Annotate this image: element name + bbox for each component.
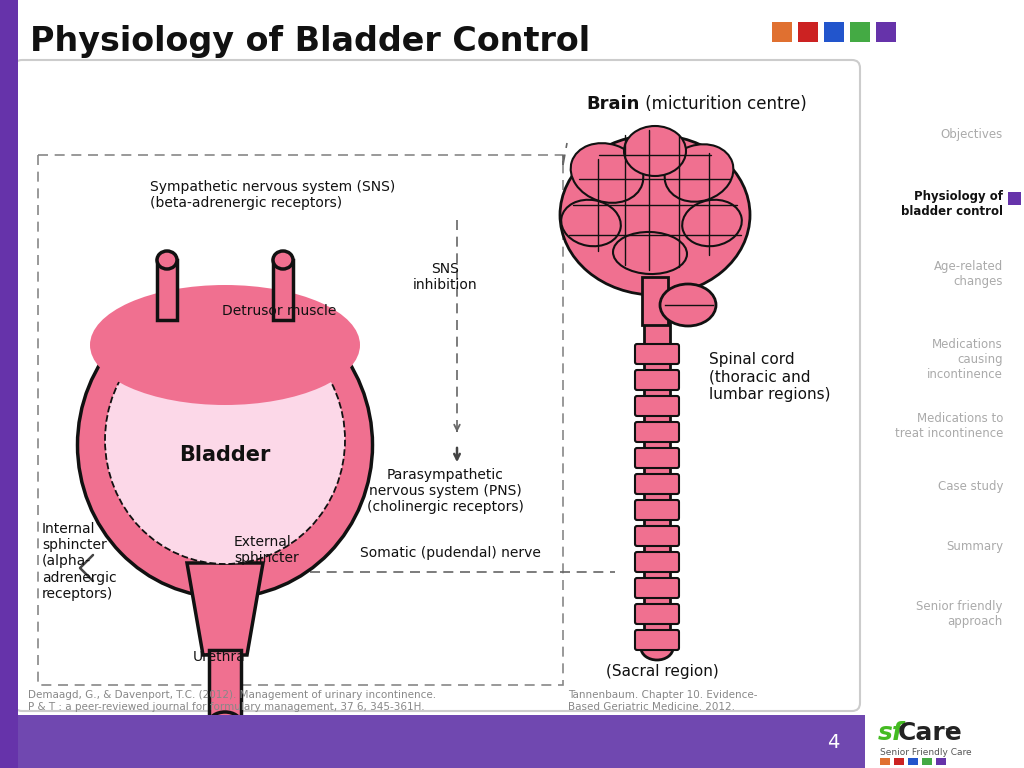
- Bar: [642, 277, 668, 325]
- Text: Summary: Summary: [946, 540, 1002, 553]
- Text: ™: ™: [944, 726, 953, 736]
- FancyBboxPatch shape: [635, 604, 679, 624]
- Text: Internal
sphincter
(alpha-
adrenergic
receptors): Internal sphincter (alpha- adrenergic re…: [42, 522, 117, 601]
- FancyBboxPatch shape: [635, 578, 679, 598]
- FancyBboxPatch shape: [635, 474, 679, 494]
- Bar: [894, 758, 904, 765]
- Ellipse shape: [105, 316, 345, 564]
- Ellipse shape: [665, 144, 733, 202]
- FancyBboxPatch shape: [635, 422, 679, 442]
- Text: Demaagd, G., & Davenport, T.C. (2012). Management of urinary incontinence.
P & T: Demaagd, G., & Davenport, T.C. (2012). M…: [28, 690, 436, 712]
- Ellipse shape: [157, 251, 177, 269]
- Text: Medications
causing
incontinence: Medications causing incontinence: [927, 338, 1002, 381]
- Text: Somatic (pudendal) nerve: Somatic (pudendal) nerve: [360, 546, 541, 560]
- Bar: [876, 22, 896, 42]
- Ellipse shape: [561, 200, 621, 247]
- Ellipse shape: [78, 293, 373, 598]
- Ellipse shape: [90, 285, 360, 405]
- FancyBboxPatch shape: [635, 448, 679, 468]
- Bar: [157, 260, 177, 320]
- Text: Tannenbaum. Chapter 10. Evidence-
Based Geriatric Medicine. 2012.: Tannenbaum. Chapter 10. Evidence- Based …: [568, 690, 758, 712]
- Bar: [922, 758, 932, 765]
- FancyBboxPatch shape: [635, 500, 679, 520]
- Bar: [273, 260, 293, 320]
- Text: Urethra: Urethra: [193, 650, 246, 664]
- Text: (micturition centre): (micturition centre): [640, 95, 807, 113]
- Bar: [865, 715, 1024, 768]
- FancyBboxPatch shape: [635, 526, 679, 546]
- Ellipse shape: [209, 712, 241, 734]
- Text: sf: sf: [878, 721, 904, 745]
- Text: Senior Friendly Care: Senior Friendly Care: [880, 748, 972, 757]
- Text: Detrusor muscle: Detrusor muscle: [222, 304, 336, 318]
- Ellipse shape: [624, 126, 686, 176]
- Text: Bladder: Bladder: [179, 445, 270, 465]
- FancyBboxPatch shape: [635, 396, 679, 416]
- Bar: [0, 715, 865, 768]
- Bar: [644, 320, 670, 648]
- Ellipse shape: [273, 251, 293, 269]
- Text: External
sphincter: External sphincter: [234, 535, 299, 565]
- Bar: [38, 155, 563, 685]
- Ellipse shape: [682, 200, 741, 247]
- Text: (Sacral region): (Sacral region): [605, 664, 719, 679]
- FancyBboxPatch shape: [635, 370, 679, 390]
- Text: Senior friendly
approach: Senior friendly approach: [916, 600, 1002, 628]
- Text: Physiology of Bladder Control: Physiology of Bladder Control: [30, 25, 590, 58]
- Bar: [1008, 192, 1021, 205]
- Text: Care: Care: [898, 721, 963, 745]
- Bar: [772, 22, 792, 42]
- Text: Objectives: Objectives: [941, 128, 1002, 141]
- Ellipse shape: [570, 143, 643, 203]
- Text: Sympathetic nervous system (SNS)
(beta-adrenergic receptors): Sympathetic nervous system (SNS) (beta-a…: [150, 180, 395, 210]
- FancyBboxPatch shape: [635, 552, 679, 572]
- Ellipse shape: [641, 636, 673, 660]
- Bar: [209, 650, 241, 720]
- Bar: [798, 22, 818, 42]
- Ellipse shape: [560, 135, 750, 295]
- Bar: [0, 0, 18, 768]
- Text: Physiology of
bladder control: Physiology of bladder control: [901, 190, 1002, 218]
- Ellipse shape: [613, 232, 687, 274]
- Text: Spinal cord
(thoracic and
lumbar regions): Spinal cord (thoracic and lumbar regions…: [709, 352, 830, 402]
- Text: Parasympathetic
nervous system (PNS)
(cholinergic receptors): Parasympathetic nervous system (PNS) (ch…: [367, 468, 523, 515]
- Text: SNS
inhibition: SNS inhibition: [413, 262, 477, 292]
- Bar: [908, 758, 918, 765]
- Bar: [824, 22, 844, 42]
- Bar: [880, 758, 890, 765]
- Text: Case study: Case study: [938, 480, 1002, 493]
- Polygon shape: [187, 563, 263, 655]
- FancyBboxPatch shape: [635, 344, 679, 364]
- FancyBboxPatch shape: [14, 60, 860, 711]
- Text: Brain: Brain: [587, 95, 640, 113]
- Bar: [850, 22, 870, 42]
- FancyBboxPatch shape: [635, 630, 679, 650]
- Text: 4: 4: [826, 733, 840, 752]
- Text: Medications to
treat incontinence: Medications to treat incontinence: [895, 412, 1002, 440]
- Bar: [936, 758, 946, 765]
- Ellipse shape: [660, 284, 716, 326]
- Text: Age-related
changes: Age-related changes: [934, 260, 1002, 288]
